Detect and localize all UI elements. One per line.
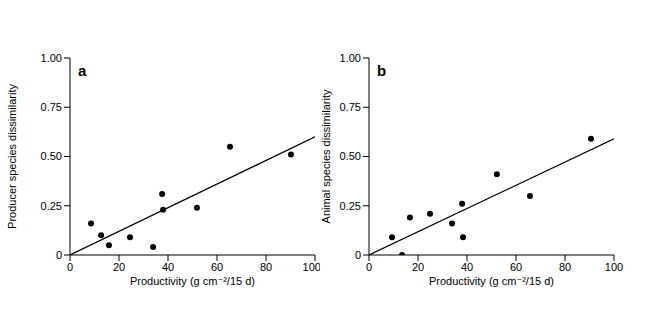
svg-text:Producer species dissimilarity: Producer species dissimilarity — [8, 84, 18, 229]
svg-text:0.75: 0.75 — [41, 101, 62, 113]
svg-text:Productivity (g cm⁻²/15 d): Productivity (g cm⁻²/15 d) — [130, 275, 255, 287]
svg-text:80: 80 — [260, 261, 272, 273]
svg-text:1.00: 1.00 — [340, 52, 361, 64]
svg-text:0: 0 — [366, 261, 372, 273]
svg-text:100: 100 — [605, 261, 623, 273]
svg-text:0.50: 0.50 — [41, 150, 62, 162]
svg-text:60: 60 — [211, 261, 223, 273]
html-text:b: b — [377, 62, 387, 79]
svg-text:Productivity (g cm⁻²/15 d): Productivity (g cm⁻²/15 d) — [429, 275, 554, 287]
svg-text:0.25: 0.25 — [41, 200, 62, 212]
svg-text:0.75: 0.75 — [340, 101, 361, 113]
svg-text:40: 40 — [461, 261, 473, 273]
svg-text:60: 60 — [510, 261, 522, 273]
svg-text:40: 40 — [162, 261, 174, 273]
html-text:a: a — [78, 62, 87, 79]
svg-text:Animal species dissimilarity: Animal species dissimilarity — [320, 89, 332, 223]
svg-text:0: 0 — [355, 249, 361, 261]
svg-text:0: 0 — [67, 261, 73, 273]
svg-text:0: 0 — [56, 249, 62, 261]
svg-text:0.25: 0.25 — [340, 200, 361, 212]
svg-text:0.50: 0.50 — [340, 150, 361, 162]
svg-text:20: 20 — [113, 261, 125, 273]
svg-text:80: 80 — [559, 261, 571, 273]
svg-text:20: 20 — [412, 261, 424, 273]
svg-text:1.00: 1.00 — [41, 52, 62, 64]
svg-text:100: 100 — [303, 261, 320, 273]
